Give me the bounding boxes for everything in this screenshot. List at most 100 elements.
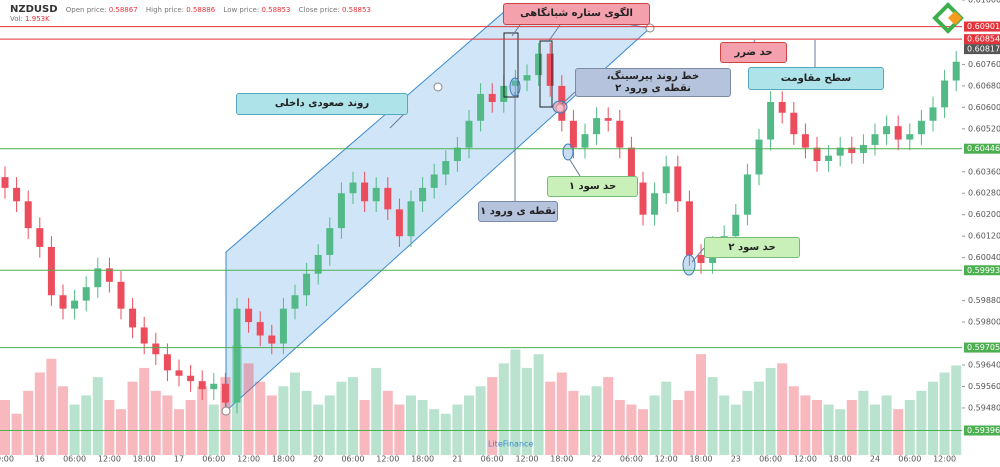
volume-bar xyxy=(243,363,254,455)
candle-body xyxy=(372,187,380,202)
volume-bar xyxy=(127,381,138,455)
annotation: الگوی ستاره شبانگاهی xyxy=(503,3,650,25)
level-label-bg xyxy=(964,342,1000,353)
label: High price: xyxy=(145,6,184,14)
candle-body xyxy=(245,308,253,323)
callout-pointer xyxy=(561,91,576,105)
volume-bar xyxy=(603,377,614,455)
y-tick-label: 0.60280 xyxy=(968,189,1000,198)
x-tick-label: 21 xyxy=(452,455,462,464)
volume-bar xyxy=(69,404,80,455)
candle-body xyxy=(477,93,485,121)
candle-body xyxy=(685,201,693,255)
y-tick-label: 0.59880 xyxy=(968,296,1000,305)
candle-body xyxy=(36,228,44,247)
candle-body xyxy=(511,80,519,86)
candle-body xyxy=(314,254,322,274)
volume-bar xyxy=(788,386,799,455)
x-tick-label: 12:00 xyxy=(655,455,678,464)
volume-bar xyxy=(475,386,486,455)
volume-bar xyxy=(371,367,382,455)
candle-body xyxy=(778,101,786,113)
candle-body xyxy=(674,166,682,202)
x-tick-label: 06:00 xyxy=(481,455,504,464)
volume-bar xyxy=(823,404,834,455)
volume-bar xyxy=(522,367,532,455)
candle-body xyxy=(952,61,960,81)
candle-body xyxy=(268,335,276,344)
candle-body xyxy=(662,166,670,194)
highlight-ellipse xyxy=(562,143,574,161)
volume-bar xyxy=(846,400,857,455)
pattern-box xyxy=(503,32,519,98)
candle-body xyxy=(105,268,113,282)
volume-bar xyxy=(197,386,208,455)
x-tick-label: 06:00 xyxy=(898,455,921,464)
x-tick-label: 06:00 xyxy=(202,455,225,464)
x-tick-label: 06:00 xyxy=(759,455,782,464)
header: NZDUSD Open price: 0.58867 High price: 0… xyxy=(10,4,377,23)
volume-bar xyxy=(11,413,22,455)
volume-bar xyxy=(0,400,10,455)
candle-body xyxy=(24,201,32,229)
anchor-point xyxy=(433,82,443,92)
volume-bar xyxy=(812,400,822,455)
volume-bar xyxy=(34,372,45,455)
candle-body xyxy=(419,187,427,202)
y-tick-label: 0.59640 xyxy=(968,361,1000,370)
level-label: 0.59993 xyxy=(967,266,1000,275)
x-tick-label: 12:00 xyxy=(515,455,538,464)
ascending-channel xyxy=(225,4,652,413)
volume-bar xyxy=(765,367,776,455)
candle-body xyxy=(279,308,287,344)
level-label-bg xyxy=(964,143,1000,154)
anchor-point xyxy=(221,406,231,416)
candle-body xyxy=(82,287,90,301)
annotation: حد ضرر xyxy=(720,42,787,63)
volume-bar xyxy=(150,390,161,455)
level-label: 0.59396 xyxy=(967,426,1000,435)
candle-body xyxy=(210,383,218,390)
candle-body xyxy=(651,193,659,215)
volume-bar xyxy=(487,377,498,455)
candle-body xyxy=(361,182,369,202)
x-tick-label: 23 xyxy=(731,455,741,464)
label: Vol: xyxy=(10,15,23,23)
callout-pointer xyxy=(691,247,705,263)
volume-bar xyxy=(916,390,927,455)
volume-bar xyxy=(452,404,463,455)
volume-bar xyxy=(649,395,660,455)
candle-body xyxy=(13,187,21,202)
candle-body xyxy=(163,354,171,371)
y-axis-panel xyxy=(963,0,1000,467)
candle-body xyxy=(871,134,879,145)
volume-bar xyxy=(394,404,405,455)
callout-pointer xyxy=(753,39,756,43)
y-tick-label: 0.60600 xyxy=(968,103,1000,112)
volume-bar xyxy=(255,381,266,455)
annotation: حد سود ۲ xyxy=(704,237,800,258)
volume-bar xyxy=(58,386,68,455)
candle-body xyxy=(836,147,844,156)
value: 0.58886 xyxy=(186,6,216,14)
candle-body xyxy=(71,300,79,309)
value: 0.58853 xyxy=(341,6,371,14)
pattern-box xyxy=(539,40,553,108)
candle-body xyxy=(488,93,496,102)
symbol: NZDUSD xyxy=(10,4,58,15)
volume-bar xyxy=(301,390,312,455)
candle-body xyxy=(349,182,357,194)
x-tick-label: 12:00 xyxy=(237,455,260,464)
volume-bar xyxy=(208,404,219,455)
candle-body xyxy=(801,134,809,148)
candle-body xyxy=(906,134,914,140)
volume-bar xyxy=(684,390,695,455)
volume-bar xyxy=(498,363,509,455)
y-tick-label: 0.59480 xyxy=(968,403,1000,412)
candle-body xyxy=(291,295,299,309)
volume-bar xyxy=(626,404,637,455)
volume-bar xyxy=(324,395,335,455)
candle-body xyxy=(152,343,160,355)
volume-bar xyxy=(591,386,602,455)
